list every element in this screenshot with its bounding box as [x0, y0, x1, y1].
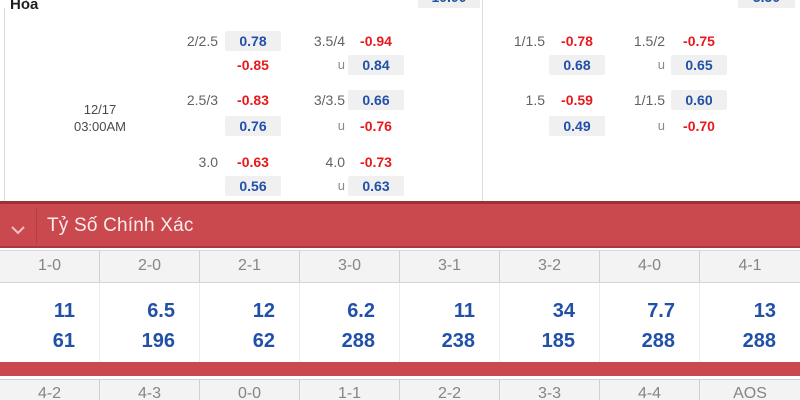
handicap-label: 1/1.5: [513, 33, 545, 49]
score-header-cell: 3-1: [400, 251, 500, 282]
score-odds-cell: 12 62: [200, 283, 300, 362]
odds-value[interactable]: -0.94: [360, 33, 392, 49]
chevron-down-icon[interactable]: [10, 222, 26, 240]
draw-label: Hòa: [10, 0, 39, 13]
score-header-cell: 4-3: [100, 380, 200, 400]
under-label: u: [337, 178, 345, 193]
odds-value[interactable]: -0.70: [683, 118, 715, 134]
score-odds-value[interactable]: 6.2: [347, 300, 375, 322]
odds-value[interactable]: -0.83: [237, 92, 269, 108]
handicap-label: 3.0: [198, 154, 218, 170]
score-odds-value[interactable]: 288: [742, 330, 776, 352]
under-label: u: [657, 118, 665, 133]
total-line-label: 3.5/4: [313, 33, 345, 49]
odds-value[interactable]: -0.73: [360, 154, 392, 170]
score-odds-value[interactable]: 288: [641, 330, 675, 352]
score-header-row: 1-0 2-0 2-1 3-0 3-1 3-2 4-0 4-1: [0, 250, 800, 283]
score-header-cell: 2-1: [200, 251, 300, 282]
odds-value[interactable]: 0.84: [348, 55, 404, 75]
total-line-label: 3/3.5: [313, 92, 345, 108]
score-odds-value[interactable]: 6.5: [147, 300, 175, 322]
section-title: Tỷ Số Chính Xác: [47, 215, 194, 236]
score-header-cell: AOS: [733, 385, 767, 400]
score-header-cell: 0-0: [200, 380, 300, 400]
score-header-cell: 2-2: [400, 380, 500, 400]
score-header-cell: 4-1: [738, 257, 762, 274]
score-header-cell: 3-3: [500, 380, 600, 400]
odds-value[interactable]: 0.65: [671, 55, 727, 75]
odds-value[interactable]: 0.78: [225, 31, 281, 51]
handicap-label: 2.5/3: [186, 92, 218, 108]
odds-value[interactable]: -0.85: [237, 57, 269, 73]
score-odds-value[interactable]: 62: [252, 330, 275, 352]
odds-value[interactable]: 0.49: [549, 116, 605, 136]
score-odds-value[interactable]: 12: [252, 300, 275, 322]
left-border-divider: [4, 8, 5, 201]
score-header-cell: 3-2: [500, 251, 600, 282]
score-header-cell: 4-0: [600, 251, 700, 282]
score-odds-value[interactable]: 61: [52, 330, 75, 352]
right-odds-box[interactable]: 5.50: [738, 0, 795, 8]
odds-value[interactable]: 0.66: [348, 90, 404, 110]
under-label: u: [337, 118, 345, 133]
score-odds-value[interactable]: 196: [141, 330, 175, 352]
handicap-label: 1.5: [525, 92, 545, 108]
score-odds-cell: 11 238: [400, 283, 500, 362]
odds-value[interactable]: 0.60: [671, 90, 727, 110]
score-odds-cell: 13 288: [700, 283, 800, 362]
odds-value[interactable]: -0.78: [561, 33, 593, 49]
column-group-divider: [482, 0, 483, 201]
match-time: 03:00AM: [73, 119, 127, 134]
score-header-cell: 3-0: [300, 251, 400, 282]
odds-value[interactable]: -0.76: [360, 118, 392, 134]
match-date: 12/17: [83, 102, 117, 117]
odds-value[interactable]: -0.59: [561, 92, 593, 108]
score-odds-value[interactable]: 11: [453, 300, 475, 322]
total-line-label: 4.0: [325, 154, 345, 170]
header-separator: [36, 208, 37, 244]
score-odds-cell: 6.5 196: [100, 283, 200, 362]
score-odds-cell: 11 61: [0, 283, 100, 362]
score-odds-cell: 6.2 288: [300, 283, 400, 362]
score-header-cell: 1-0: [0, 251, 100, 282]
score-odds-cell: 34 185: [500, 283, 600, 362]
odds-value[interactable]: -0.75: [683, 33, 715, 49]
score-odds-value[interactable]: 11: [53, 300, 75, 322]
score-header-cell: 4-2: [0, 380, 100, 400]
score-header-cell: 2-0: [100, 251, 200, 282]
score-odds-value[interactable]: 13: [753, 300, 776, 322]
handicap-label: 2/2.5: [186, 33, 218, 49]
score-header-cell: 4-4: [600, 380, 700, 400]
score-odds-cell: 7.7 288: [600, 283, 700, 362]
odds-value[interactable]: 0.68: [549, 55, 605, 75]
score-header-cell: 1-1: [300, 380, 400, 400]
score-odds-row: 11 61 6.5 196 12 62 6.2 288 11 238 34 18…: [0, 283, 800, 362]
total-line-label: 1/1.5: [633, 92, 665, 108]
score-odds-value[interactable]: 288: [341, 330, 375, 352]
section-divider-bar: [0, 362, 800, 376]
odds-value[interactable]: 0.76: [225, 116, 281, 136]
odds-value[interactable]: 0.56: [225, 176, 281, 196]
score-odds-value[interactable]: 7.7: [647, 300, 675, 322]
draw-odds-box[interactable]: 10.00: [418, 0, 480, 8]
under-label: u: [657, 57, 665, 72]
correct-score-section-header[interactable]: Tỷ Số Chính Xác: [0, 201, 800, 248]
total-line-label: 1.5/2: [633, 33, 665, 49]
score-odds-value[interactable]: 185: [541, 330, 575, 352]
score-odds-value[interactable]: 34: [552, 300, 575, 322]
match-datetime: 12/17 03:00AM: [50, 101, 150, 135]
odds-value[interactable]: -0.63: [237, 154, 269, 170]
score-odds-value[interactable]: 238: [441, 330, 475, 352]
score-header-row: 4-2 4-3 0-0 1-1 2-2 3-3 4-4 AOS: [0, 379, 800, 400]
odds-value[interactable]: 0.63: [348, 176, 404, 196]
under-label: u: [337, 57, 345, 72]
